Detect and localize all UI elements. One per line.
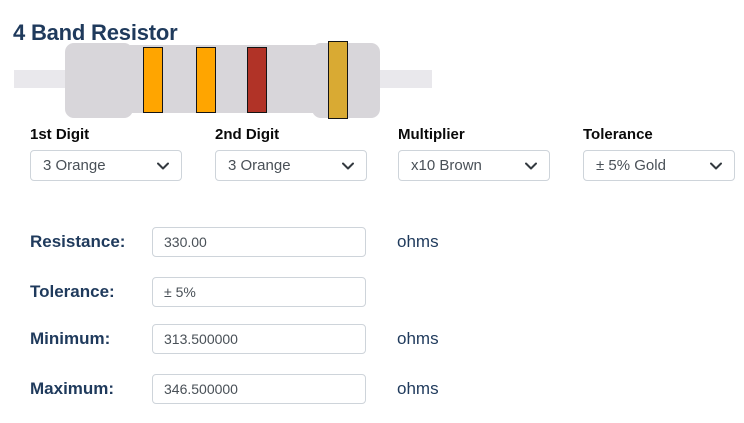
chevron-down-icon [525, 162, 537, 169]
first-digit-selected-value: 3 Orange [43, 157, 106, 174]
first-digit-label: 1st Digit [30, 126, 90, 143]
multiplier-selected-value: x10 Brown [411, 157, 482, 174]
resistance-input[interactable] [152, 227, 366, 257]
second-digit-field: 2nd Digit 3 Orange [215, 127, 367, 181]
tolerance-result-label: Tolerance: [30, 282, 115, 301]
maximum-row: Maximum: ohms [0, 374, 744, 404]
minimum-row: Minimum: ohms [0, 324, 744, 354]
minimum-label: Minimum: [30, 329, 111, 348]
resistor-band-1st-digit [143, 47, 163, 113]
maximum-input[interactable] [152, 374, 366, 404]
resistor-band-tolerance [328, 41, 348, 119]
resistance-label: Resistance: [30, 232, 126, 251]
resistance-unit: ohms [397, 232, 439, 251]
chevron-down-icon [710, 162, 722, 169]
multiplier-select[interactable]: x10 Brown [398, 150, 550, 181]
multiplier-label: Multiplier [398, 126, 465, 143]
minimum-unit: ohms [397, 329, 439, 348]
tolerance-input[interactable] [152, 277, 366, 307]
page-title: 4 Band Resistor [13, 19, 178, 45]
maximum-label: Maximum: [30, 379, 115, 398]
maximum-unit: ohms [397, 379, 439, 398]
chevron-down-icon [157, 162, 169, 169]
chevron-down-icon [342, 162, 354, 169]
minimum-input[interactable] [152, 324, 366, 354]
resistance-row: Resistance: ohms [0, 227, 744, 257]
second-digit-label: 2nd Digit [215, 126, 280, 143]
tolerance-field: Tolerance ± 5% Gold [583, 127, 735, 181]
resistor-band-multiplier [247, 47, 267, 113]
multiplier-field: Multiplier x10 Brown [398, 127, 550, 181]
first-digit-select[interactable]: 3 Orange [30, 150, 182, 181]
tolerance-label: Tolerance [583, 126, 653, 143]
tolerance-selected-value: ± 5% Gold [596, 157, 666, 174]
first-digit-field: 1st Digit 3 Orange [30, 127, 182, 181]
second-digit-selected-value: 3 Orange [228, 157, 291, 174]
resistor-cap-left [65, 43, 133, 118]
second-digit-select[interactable]: 3 Orange [215, 150, 367, 181]
tolerance-select[interactable]: ± 5% Gold [583, 150, 735, 181]
tolerance-row: Tolerance: [0, 277, 744, 307]
resistor-band-2nd-digit [196, 47, 216, 113]
